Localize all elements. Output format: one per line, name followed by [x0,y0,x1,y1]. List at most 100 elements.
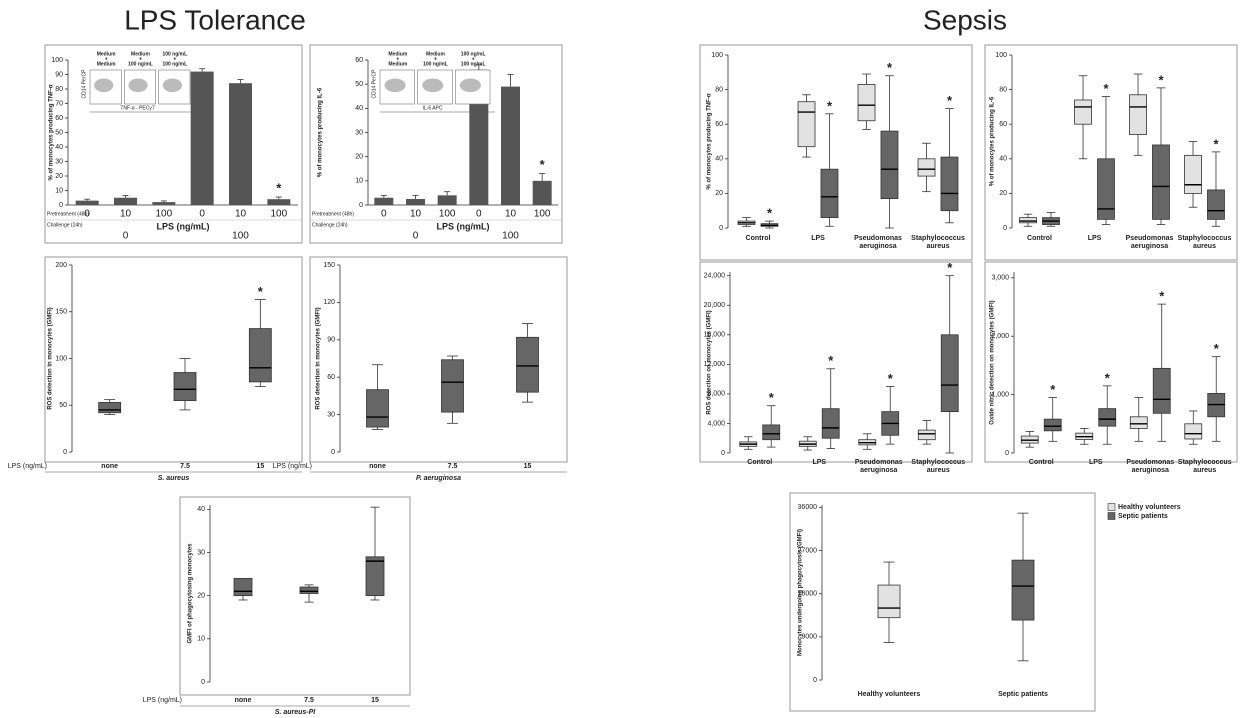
legend-label: Septic patients [1118,513,1168,520]
x-prefix: LPS (ng/mL) [8,463,47,470]
y-axis-label: ROS detection in monocytes (GMFI) [316,307,322,409]
x-tick-label: 0 [476,209,482,220]
y-tick-label: 0 [63,449,67,456]
x-tick-label: 15 [524,463,532,470]
y-tick-label: 90 [55,71,63,78]
y-tick-label: 4,000 [707,420,725,427]
row-label: Pretreatment (48h) [47,211,89,217]
significance-star: * [767,206,773,221]
y-tick-label: 60 [999,121,1007,128]
x-prefix: LPS (ng/mL) [273,463,312,470]
x-tick-label: Staphylococcus [911,459,965,466]
y-tick-label: 80 [55,86,63,93]
significance-star: * [1103,81,1109,96]
box [798,102,815,147]
x-tick-label: 100 [439,209,456,220]
x-tick-label: 100 [270,209,287,220]
inset-population [94,79,113,93]
row-label: Challenge (24h) [312,222,348,228]
legend-swatch [1108,513,1115,520]
x-tick-label: Pseudomonas [1126,235,1174,242]
significance-star: * [1213,136,1219,151]
x-tick-label: Control [1027,235,1052,242]
y-tick-label: 200 [55,262,67,269]
significance-star: * [827,98,833,113]
x-tick-label: Control [1029,459,1054,466]
challenge-group: 100 [502,231,519,242]
bar [374,198,393,205]
inset-label: 100 ng/mL [162,61,187,67]
y-tick-label: 20 [355,154,363,161]
x-tick-label: Pseudomonas [1126,459,1174,466]
challenge-group: 0 [123,231,129,242]
y-tick-label: 40 [355,105,363,112]
y-axis-label: ROS detection in monocytes (GMFI) [48,307,54,409]
box [99,402,121,412]
x-tick-label: Staphylococcus [1178,235,1232,242]
y-tick-label: 24,000 [704,273,726,280]
bar [229,83,252,205]
legend-swatch [1108,504,1115,511]
box [1185,424,1202,439]
legend-label: Healthy volunteers [1118,504,1181,511]
inset-population [163,79,182,93]
y-tick-label: 40 [999,156,1007,163]
x-axis-label: P. aeruginosa [416,475,461,482]
y-tick-label: 0 [719,225,723,232]
y-tick-label: 100 [55,355,67,362]
bar [406,199,425,205]
box [249,329,271,382]
box [1099,409,1116,427]
y-tick-label: 10 [55,187,63,194]
x-tick-label: 7.5 [180,463,190,470]
y-tick-label: 60 [715,121,723,128]
box [1097,159,1114,220]
box [881,131,898,198]
box [1153,368,1170,413]
x-tick-label: none [101,463,118,470]
y-tick-label: 30 [327,411,335,418]
panel-frame [700,45,972,260]
y-tick-label: 60 [355,57,363,64]
inset-label: Medium [388,61,407,67]
inset-label: 100 ng/mL [128,61,153,67]
y-tick-label: 100 [51,57,63,64]
significance-star: * [1158,72,1164,87]
panel-heading: LPS Tolerance [124,4,306,35]
x-tick-label: Staphylococcus [1178,459,1232,466]
y-tick-label: 40 [55,144,63,151]
inset-label: 100 ng/mL [423,61,448,67]
box [941,335,958,412]
x-tick-label: aeruginosa [1131,243,1168,250]
box [878,585,900,618]
row-label: Challenge (24h) [47,222,83,228]
bar [533,181,552,205]
bar [152,202,175,205]
panel-frame [985,45,1237,260]
y-axis-label: Oxide nitric detection on monocytes (GMF… [990,300,996,424]
y-tick-label: 20,000 [704,302,726,309]
bar [114,198,137,205]
y-tick-label: 50 [55,129,63,136]
x-prefix: LPS (ng/mL) [143,697,182,704]
row-label: Pretreatment (48h) [312,211,354,217]
x-tick-label: aureus [1193,467,1216,474]
y-tick-label: 50 [355,81,363,88]
x-tick-label: Pseudomonas [854,235,902,242]
x-tick-label: Staphylococcus [911,235,965,242]
y-tick-label: 70 [55,100,63,107]
panel-frame [790,493,1095,711]
x-tick-label: 7.5 [304,697,314,704]
box [517,337,539,392]
y-tick-label: 9000 [801,634,817,641]
y-tick-label: 40 [197,506,205,513]
box [234,578,252,595]
y-tick-label: 150 [55,309,67,316]
y-tick-label: 20 [999,190,1007,197]
x-tick-label: 10 [410,209,422,220]
x-tick-label: 10 [505,209,517,220]
significance-star: * [888,371,894,386]
x-tick-label: Pseudomonas [855,459,903,466]
x-tick-label: 10 [120,209,132,220]
x-tick-label: LPS [1089,459,1103,466]
